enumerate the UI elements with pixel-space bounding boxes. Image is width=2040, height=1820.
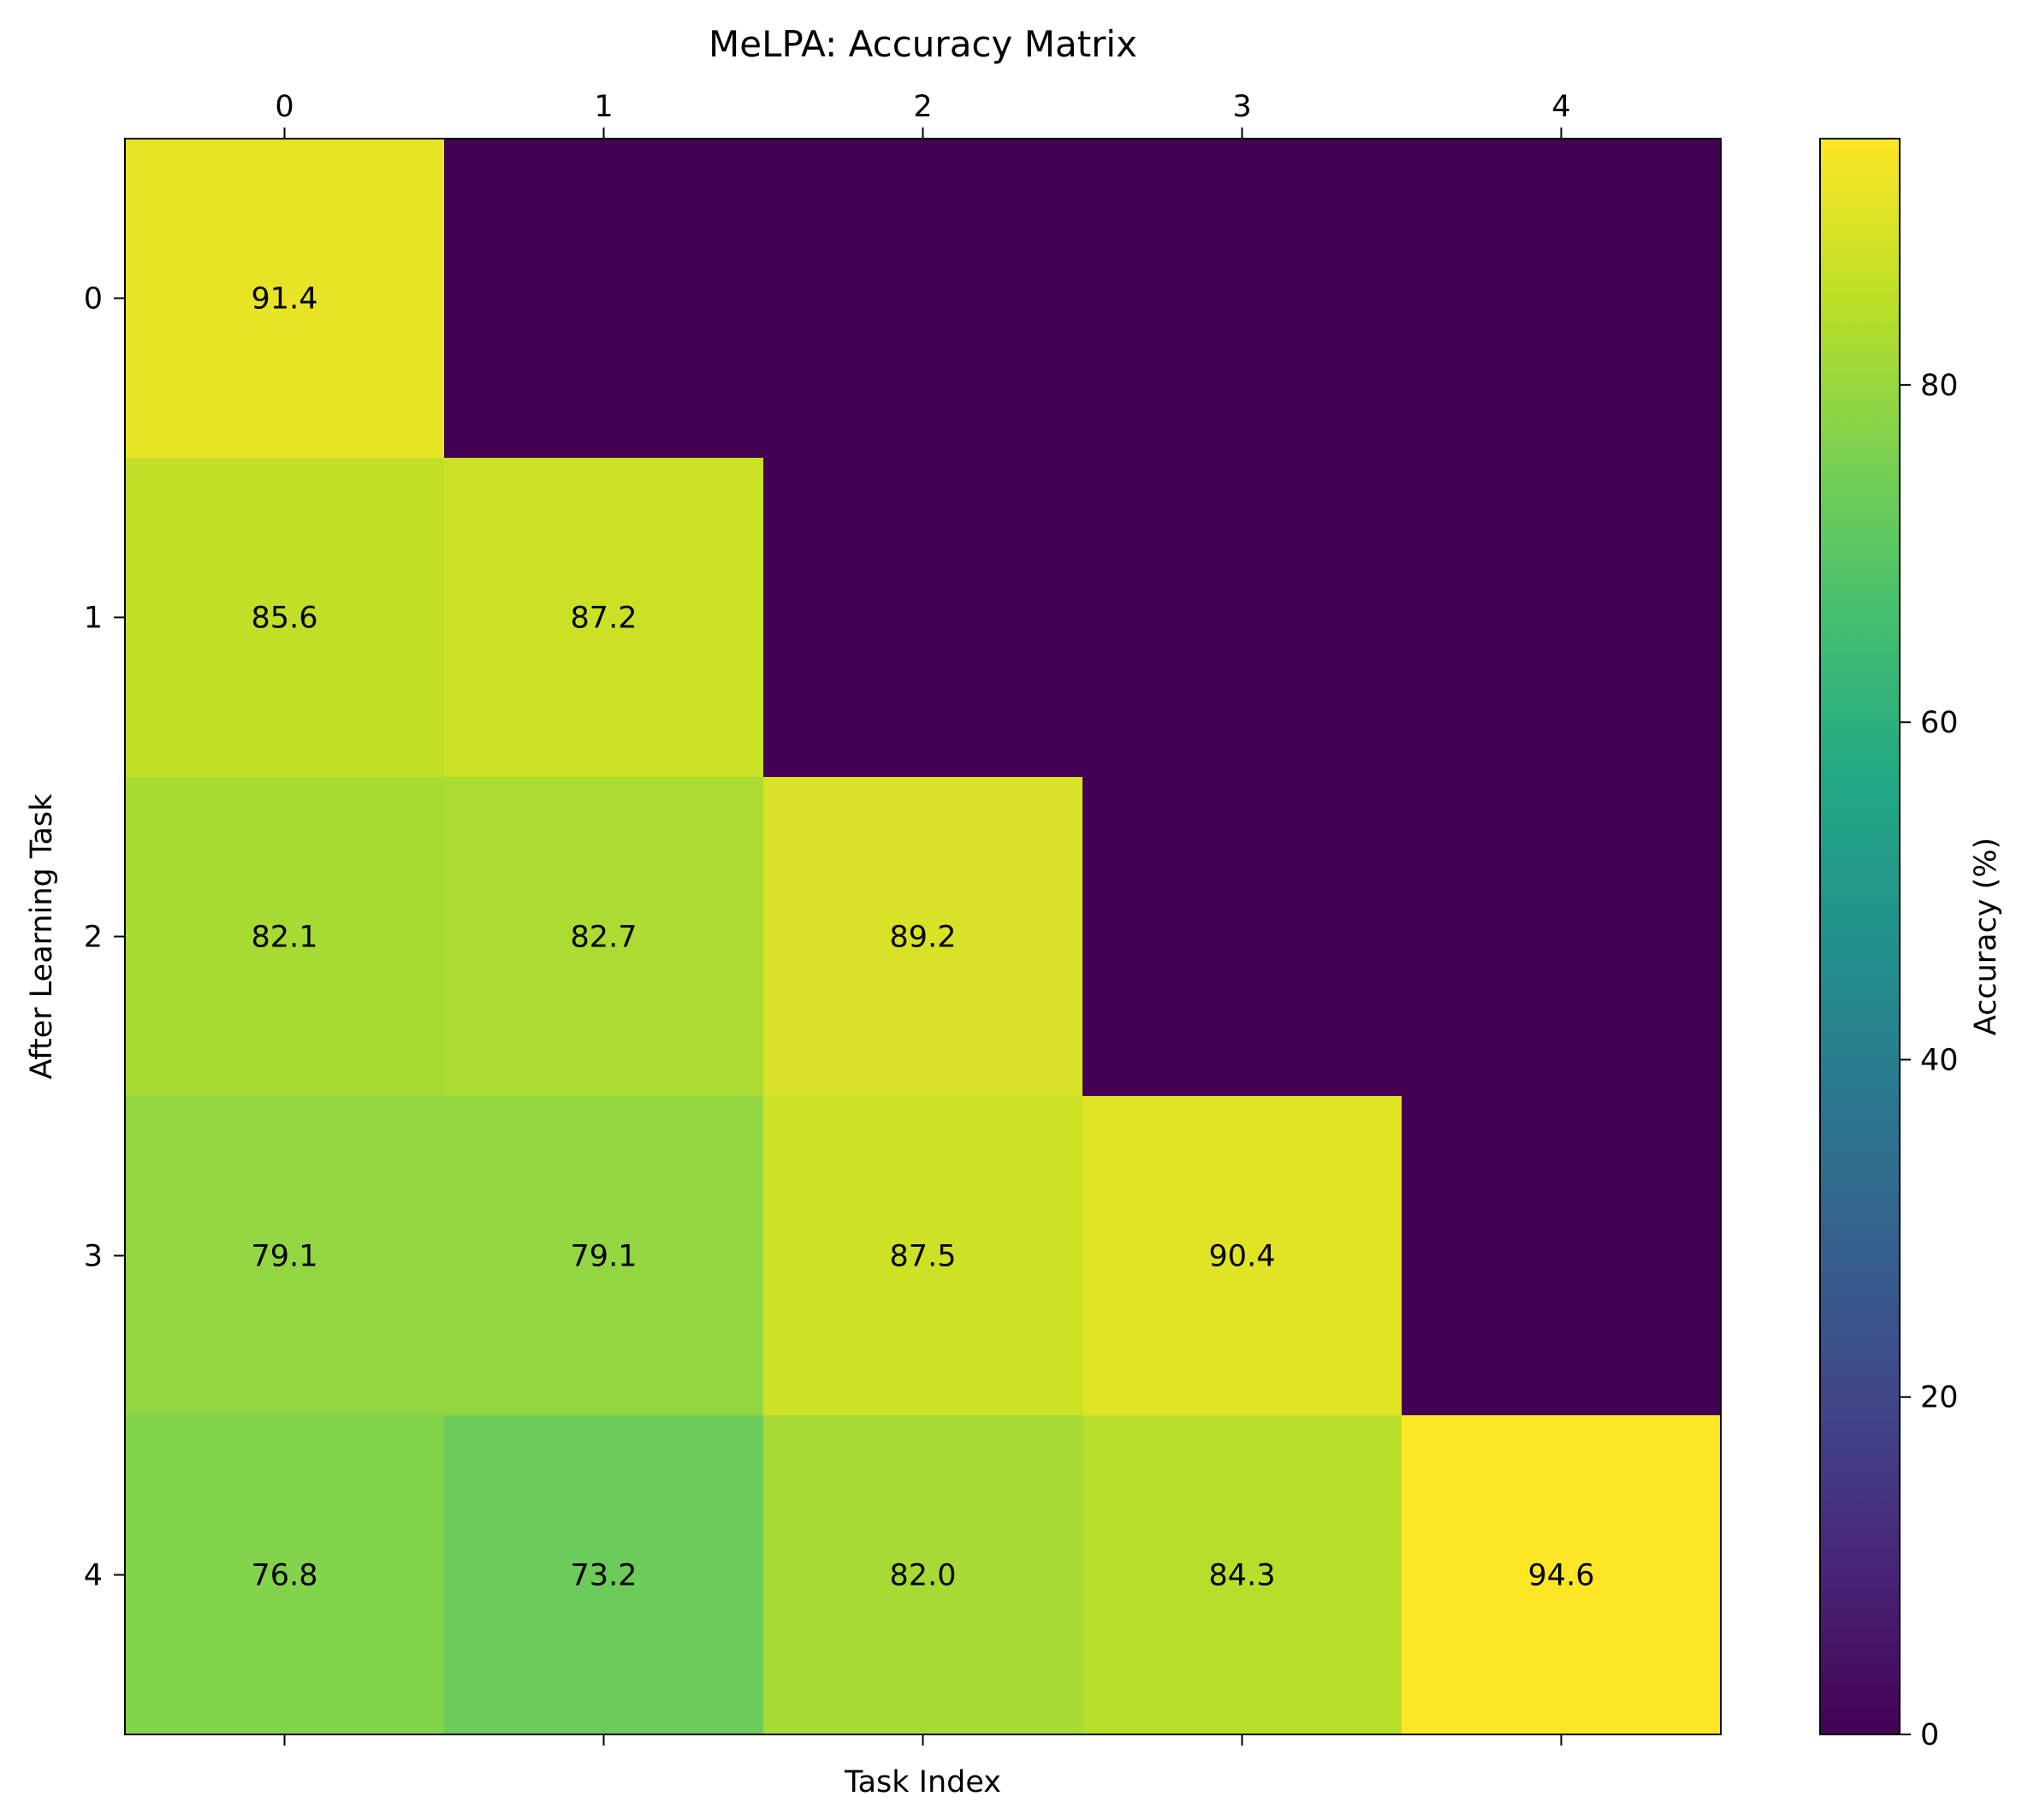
x-axis-top-ticks: 0 1 2 3 4 bbox=[275, 90, 1571, 139]
heatmap-cell-r3-c2 bbox=[763, 1096, 1083, 1416]
heatmap-cell-r0-c1 bbox=[444, 139, 764, 459]
heatmap-cell-r3-c3 bbox=[1082, 1096, 1402, 1416]
heatmap-cell-r1-c3 bbox=[1082, 458, 1402, 778]
heatmap-cell-r4-c4 bbox=[1402, 1415, 1722, 1735]
cell-value-label: 87.2 bbox=[571, 602, 638, 636]
y-axis-label: After Learning Task bbox=[25, 793, 59, 1080]
heatmap-cell-r0-c2 bbox=[763, 139, 1083, 459]
heatmap-cell-r0-c4 bbox=[1402, 139, 1722, 459]
heatmap-cell-r1-c1 bbox=[444, 458, 764, 778]
cell-value-label: 90.4 bbox=[1209, 1240, 1276, 1274]
y-tick-label: 0 bbox=[84, 282, 103, 317]
heatmap-cell-r3-c0 bbox=[125, 1096, 445, 1416]
chart-title: MeLPA: Accuracy Matrix bbox=[709, 23, 1137, 65]
cell-value-label: 73.2 bbox=[571, 1559, 638, 1593]
cell-value-label: 91.4 bbox=[252, 282, 318, 317]
cell-value-label: 89.2 bbox=[890, 921, 957, 955]
cell-value-label: 82.7 bbox=[571, 921, 638, 955]
x-tick-label: 3 bbox=[1232, 90, 1251, 124]
cell-value-label: 76.8 bbox=[252, 1559, 318, 1593]
colorbar-ticks: 0 20 40 60 80 bbox=[1900, 369, 1959, 1752]
x-tick-label: 0 bbox=[275, 90, 294, 124]
heatmap-cell-r0-c3 bbox=[1082, 139, 1402, 459]
heatmap-cell-r4-c3 bbox=[1082, 1415, 1402, 1735]
y-axis-ticks: 0 1 2 3 4 bbox=[84, 282, 125, 1593]
x-axis-label: Task Index bbox=[844, 1765, 1001, 1799]
cell-value-label: 79.1 bbox=[571, 1240, 638, 1274]
x-tick-label: 4 bbox=[1551, 90, 1570, 124]
heatmap-cell-r0-c0 bbox=[125, 139, 445, 459]
heatmap-cell-r2-c2 bbox=[763, 777, 1083, 1097]
colorbar-label: Accuracy (%) bbox=[1969, 838, 2003, 1035]
y-tick-label: 2 bbox=[84, 921, 103, 955]
x-tick-label: 1 bbox=[594, 90, 613, 124]
cell-value-label: 94.6 bbox=[1528, 1559, 1595, 1593]
colorbar bbox=[1819, 138, 1901, 1735]
heatmap-cells bbox=[125, 139, 1722, 1735]
colorbar-tick-label: 0 bbox=[1920, 1718, 1939, 1752]
cell-value-label: 82.1 bbox=[252, 921, 318, 955]
heatmap-cell-r1-c4 bbox=[1402, 458, 1722, 778]
colorbar-tick-label: 40 bbox=[1920, 1043, 1959, 1077]
y-tick-label: 1 bbox=[84, 602, 103, 636]
cell-value-label: 85.6 bbox=[252, 602, 318, 636]
heatmap-cell-labels: 91.4 85.6 87.2 82.1 82.7 89.2 79.1 79.1 87.5 90.4… bbox=[252, 282, 1595, 1593]
y-tick-label: 3 bbox=[84, 1240, 103, 1274]
heatmap-cell-r4-c1 bbox=[444, 1415, 764, 1735]
heatmap-cell-r2-c0 bbox=[125, 777, 445, 1097]
colorbar-tick-label: 20 bbox=[1920, 1381, 1959, 1415]
heatmap-cell-r4-c2 bbox=[763, 1415, 1083, 1735]
colorbar-tick-label: 60 bbox=[1920, 706, 1959, 740]
x-axis-bottom-ticks bbox=[283, 1734, 1563, 1746]
heatmap-cell-r2-c1 bbox=[444, 777, 764, 1097]
cell-value-label: 84.3 bbox=[1209, 1559, 1276, 1593]
heatmap-cell-r1-c0 bbox=[125, 458, 445, 778]
cell-value-label: 87.5 bbox=[890, 1240, 957, 1274]
heatmap-cell-r3-c1 bbox=[444, 1096, 764, 1416]
heatmap-cell-r1-c2 bbox=[763, 458, 1083, 778]
heatmap-cell-r2-c3 bbox=[1082, 777, 1402, 1097]
colorbar-tick-label: 80 bbox=[1920, 369, 1959, 403]
y-tick-label: 4 bbox=[84, 1559, 103, 1593]
heatmap-cell-r4-c0 bbox=[125, 1415, 445, 1735]
x-tick-label: 2 bbox=[913, 90, 932, 124]
cell-value-label: 82.0 bbox=[890, 1559, 957, 1593]
heatmap-cell-r2-c4 bbox=[1402, 777, 1722, 1097]
heatmap-cell-r3-c4 bbox=[1402, 1096, 1722, 1416]
cell-value-label: 79.1 bbox=[252, 1240, 318, 1274]
